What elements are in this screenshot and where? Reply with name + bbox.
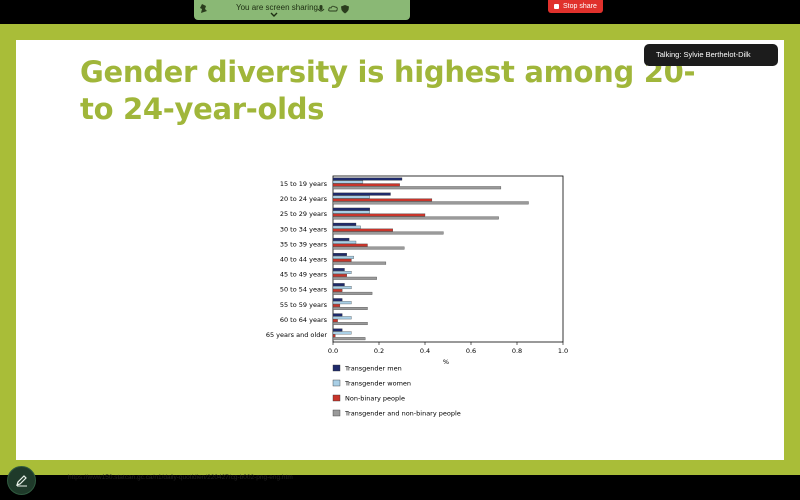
microphone-icon[interactable] [316,4,326,14]
bar [332,271,352,274]
category-label: 55 to 59 years [280,301,328,309]
bar [332,331,352,335]
bar [332,192,391,196]
bar [332,216,499,220]
x-tick-label: 0.2 [374,347,384,355]
bar [332,301,352,305]
category-label: 25 to 29 years [280,210,328,218]
screen-sharing-bar[interactable]: You are screen sharing Stop share [194,0,603,20]
category-label: 50 to 54 years [280,286,328,294]
stop-share-button[interactable]: Stop share [548,0,603,13]
bar [332,276,377,280]
category-label: 60 to 64 years [280,316,328,324]
slide-frame: Gender diversity is highest among 20- to… [0,24,800,481]
bar [332,298,343,302]
bar [332,268,345,272]
bar-chart: 15 to 19 years 20 to 24 years 25 to 29 yea… [266,175,568,418]
bar [332,186,502,190]
category-label: 15 to 19 years [280,180,328,188]
bar [332,201,529,205]
stop-share-label: Stop share [563,3,597,10]
legend-swatch [332,379,341,387]
bar [332,255,354,259]
category-label: 20 to 24 years [280,195,328,203]
legend-swatch [332,364,341,372]
bar [332,183,400,187]
bar [332,337,366,341]
legend-label: Transgender and non-binary people [344,410,461,418]
x-tick-label: 1.0 [558,347,568,355]
category-label: 35 to 39 years [280,240,328,248]
legend-label: Transgender men [344,365,402,373]
bar [332,243,368,247]
legend-swatch [332,394,341,402]
bar [332,228,393,232]
chevron-down-icon[interactable] [269,11,279,19]
source-url: https://www150.statcan.gc.ca/n1/daily-qu… [68,474,293,481]
bar [332,177,403,181]
bar [332,222,357,226]
bar [332,304,341,308]
legend-swatch [332,409,341,417]
bar [332,198,433,202]
x-tick-label: 0.0 [328,347,338,355]
x-tick-label: 0.4 [420,347,430,355]
bar [332,210,370,214]
slide-title: Gender diversity is highest among 20- to… [80,55,696,126]
bar [332,307,368,310]
bar [332,286,352,290]
bar [332,316,352,320]
bar [332,225,361,229]
bar [332,283,345,287]
bar [332,313,343,317]
bar [332,213,426,217]
bar [332,180,364,184]
bar [332,237,350,241]
legend-label: Transgender women [344,380,411,388]
bar [332,291,373,295]
bar [332,195,370,199]
bar [332,258,352,262]
bar [332,207,370,211]
pin-icon[interactable] [199,3,209,15]
bar [332,334,336,338]
cloud-icon[interactable] [328,4,338,14]
bar [332,231,444,235]
x-axis-label: % [443,358,449,366]
category-label: 45 to 49 years [280,271,328,279]
stop-icon [554,4,559,9]
talking-indicator: Talking: Sylvie Berthelot-Dilk [644,44,778,66]
bar [332,319,338,323]
bar [332,328,343,332]
bar [332,322,368,326]
screen-sharing-status: You are screen sharing [236,3,318,12]
x-tick-label: 0.8 [512,347,522,355]
annotate-button[interactable] [7,466,36,495]
bar [332,289,343,292]
bar [332,253,347,256]
category-label: 30 to 34 years [280,225,328,233]
bar [332,246,405,250]
pencil-icon [16,475,27,487]
bar [332,273,347,277]
legend-label: Non-binary people [345,395,405,403]
bar [332,261,387,265]
slide: Gender diversity is highest among 20- to… [16,40,784,481]
shield-icon[interactable] [340,4,350,14]
x-tick-label: 0.6 [466,347,476,355]
bar [332,240,357,244]
category-label: 40 to 44 years [280,256,328,264]
category-label: 65 years and older [266,331,327,339]
